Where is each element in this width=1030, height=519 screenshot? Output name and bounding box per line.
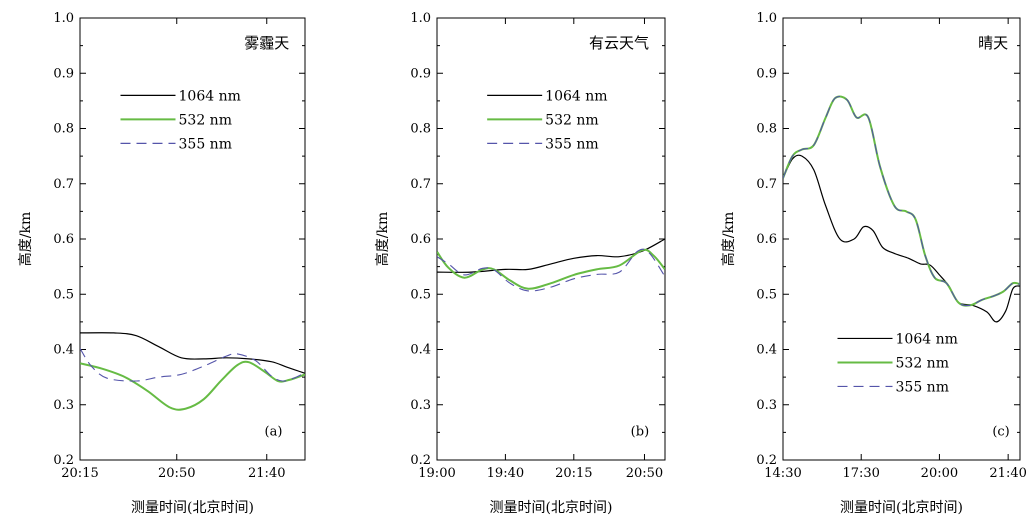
x-tick-label: 19:00 [418,466,455,481]
chart-panel-2: 0.2 0.3 0.4 0.5 0.6 0.7 0.8 0.9 1.0 19:00 19:40 20:… [374,11,666,516]
series-line-532-nm [437,248,665,290]
legend-label: 355 nm [545,136,598,152]
legend-label: 1064 nm [896,331,958,347]
legend-label: 355 nm [896,379,949,395]
series-line-1064-nm [783,154,1020,323]
series-line-532-nm [80,360,305,411]
panel-title: 雾霾天 [244,34,289,52]
legend-label: 1064 nm [179,88,241,104]
panel-title: 有云天气 [589,34,649,52]
x-tick-label: 14:30 [764,466,801,481]
plot-frame [436,17,666,461]
series-line-355-nm [437,248,665,292]
y-tick-label: 0.8 [410,122,431,137]
y-tick-label: 0.3 [756,398,777,413]
y-tick-label: 0.5 [410,287,431,302]
y-tick-label: 1.0 [756,11,777,26]
panel-label: (b) [631,425,649,440]
x-axis-label: 测量时间(北京时间) [840,500,963,516]
legend-label: 532 nm [545,112,598,128]
y-tick-label: 0.4 [410,343,431,358]
series-line-1064-nm [80,332,305,374]
y-tick-label: 0.7 [53,177,74,192]
panel-label: (a) [265,425,283,440]
plot-frame [79,17,306,461]
legend-label: 532 nm [179,112,232,128]
y-tick-label: 0.9 [756,66,777,81]
y-tick-label: 0.9 [410,66,431,81]
y-tick-label: 1.0 [53,11,74,26]
x-tick-label: 20:00 [921,466,958,481]
legend-label: 1064 nm [545,88,607,104]
y-tick-label: 0.4 [756,343,777,358]
legend-label: 532 nm [896,355,949,371]
y-tick-label: 0.6 [410,232,431,247]
y-tick-label: 0.3 [410,398,431,413]
x-tick-label: 20:50 [626,466,663,481]
y-tick-label: 0.8 [53,122,74,137]
y-tick-label: 0.6 [756,232,777,247]
y-tick-label: 0.2 [756,453,777,468]
y-tick-label: 0.2 [53,453,74,468]
chart-panel-1: 0.2 0.3 0.4 0.5 0.6 0.7 0.8 0.9 1.0 20:15 20:50 21:… [17,11,306,516]
y-axis-label: 高度/km [17,212,34,266]
series-line-355-nm [783,95,1020,307]
x-axis-label: 测量时间(北京时间) [490,500,613,516]
x-tick-label: 21:40 [989,466,1026,481]
y-tick-label: 0.4 [53,343,74,358]
series-line-532-nm [783,95,1020,307]
x-tick-label: 20:50 [158,466,195,481]
y-tick-label: 0.7 [756,177,777,192]
y-tick-label: 1.0 [410,11,431,26]
x-tick-label: 17:30 [842,466,879,481]
panel-title: 晴天 [978,34,1008,52]
legend-label: 355 nm [179,136,232,152]
x-axis-label: 测量时间(北京时间) [131,500,254,516]
y-tick-label: 0.3 [53,398,74,413]
y-axis-label: 高度/km [720,212,737,266]
y-tick-label: 0.7 [410,177,431,192]
y-tick-label: 0.5 [53,287,74,302]
y-tick-label: 0.9 [53,66,74,81]
y-tick-label: 0.6 [53,232,74,247]
y-tick-label: 0.2 [410,453,431,468]
y-axis-label: 高度/km [374,212,391,266]
y-tick-label: 0.8 [756,122,777,137]
x-tick-label: 19:40 [487,466,524,481]
series-line-1064-nm [437,238,665,273]
x-tick-label: 21:40 [248,466,285,481]
y-tick-label: 0.5 [756,287,777,302]
panel-label: (c) [992,425,1009,440]
chart-panel-3: 0.2 0.3 0.4 0.5 0.6 0.7 0.8 0.9 1.0 14:30 17:30 20:… [720,11,1027,516]
x-tick-label: 20:15 [555,466,592,481]
series-line-355-nm [80,348,305,382]
x-tick-label: 20:15 [61,466,98,481]
